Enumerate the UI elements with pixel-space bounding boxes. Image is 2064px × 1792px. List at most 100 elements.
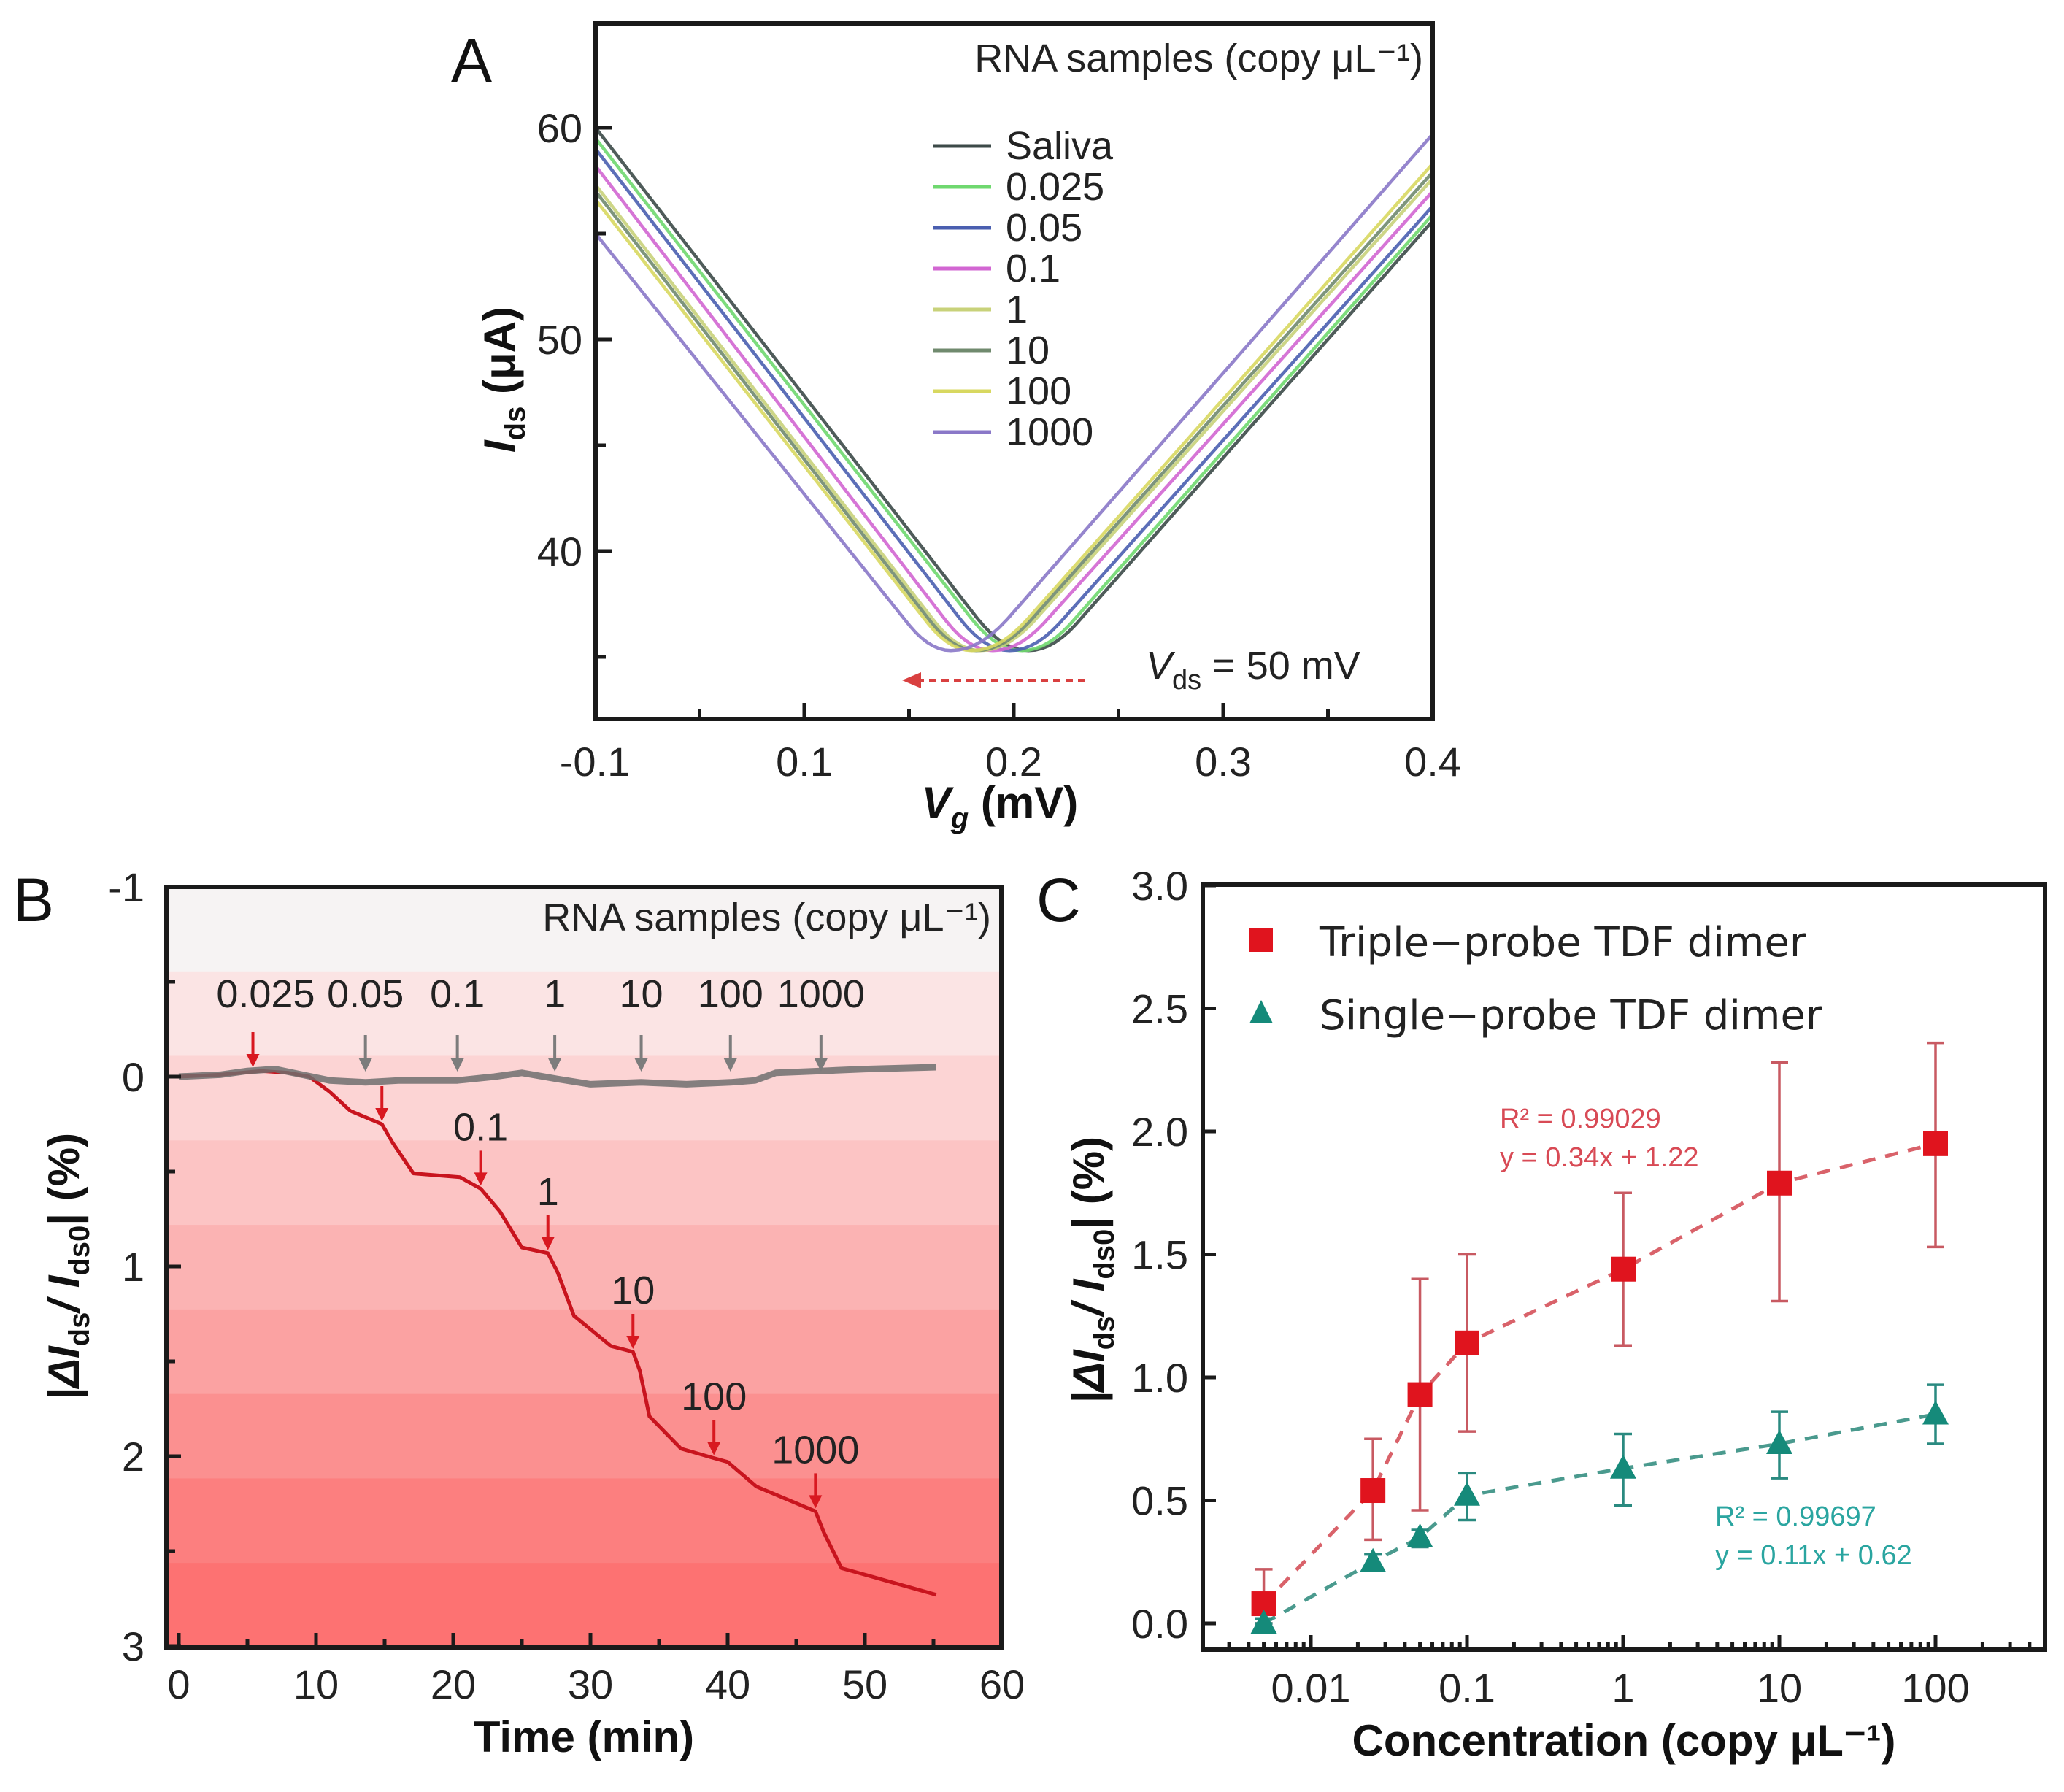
panel-c-ticks: 0.01 0.1 1 10 100 0.0 0.5 1.0 1.5 2.0 2.5 3.0 [1131, 863, 2032, 1711]
panel-b-background [166, 887, 1001, 1648]
legend-label: 1 [1006, 288, 1028, 331]
panel-c-equations: R² = 0.99029 y = 0.34x + 1.22 R² = 0.99697… [1500, 1104, 1912, 1571]
panel-b-arrows: 0.025 0.05 0.1 1 10 100 1000 0.1 1 10 100 1000 [216, 972, 865, 1509]
data-point-triangle [1360, 1547, 1387, 1572]
x-tick-label: 100 [1901, 1665, 1969, 1711]
data-point-square [1360, 1478, 1386, 1504]
ylabel-subscript: ds [499, 407, 531, 441]
legend-label: Single−probe TDF dimer [1320, 992, 1823, 1039]
data-point-triangle [1766, 1429, 1792, 1454]
red-arrow-head [474, 1172, 488, 1186]
data-point-triangle [1610, 1454, 1636, 1479]
data-point-triangle [1922, 1400, 1949, 1425]
panel-a-shift-arrow [902, 672, 1085, 688]
data-point-triangle [1250, 1610, 1277, 1634]
single-equation: y = 0.11x + 0.62 [1715, 1540, 1912, 1571]
curve-0-05 [594, 147, 1434, 653]
curve-0-1 [594, 164, 1434, 653]
fit-line-triple [1262, 1142, 1936, 1605]
ylabel-mid: / I [39, 1274, 88, 1314]
y-tick-label: 0.5 [1131, 1478, 1188, 1524]
red-arrow-head [626, 1336, 640, 1349]
background-band [166, 1393, 1001, 1480]
background-band [166, 887, 1001, 972]
ylabel-unit: | (%) [1064, 1137, 1114, 1229]
concentration-label: 1000 [777, 972, 865, 1016]
xlabel-subscript: g [950, 802, 969, 834]
x-tick-label: 20 [431, 1661, 476, 1707]
background-band [166, 1140, 1001, 1226]
panel-a-curves [594, 126, 1434, 653]
red-arrow-head [707, 1442, 721, 1455]
curve-1000 [594, 133, 1434, 653]
x-tick-label: -0.1 [560, 739, 631, 785]
red-arrow-label: 10 [611, 1269, 655, 1312]
panel-c-xlabel: Concentration (copy μL⁻¹) [1352, 1716, 1895, 1765]
ylabel-sub1: ds [1088, 1316, 1120, 1350]
curve-100 [594, 162, 1434, 653]
y-tick-label: 0.0 [1131, 1601, 1188, 1647]
legend-label: Saliva [1006, 124, 1114, 168]
xlabel-symbol: V [922, 778, 955, 827]
data-point-square [1611, 1256, 1636, 1282]
ylabel-sub2: ds0 [1088, 1229, 1120, 1280]
panel-b-curves [178, 1064, 937, 1597]
red-arrow-head [375, 1108, 389, 1121]
legend-label: 0.05 [1006, 206, 1082, 250]
legend-marker-square [1249, 928, 1273, 952]
vds-value: = 50 mV [1201, 644, 1360, 688]
red-arrow-head [809, 1495, 823, 1509]
background-band [166, 1225, 1001, 1310]
y-tick-label: 2.5 [1131, 986, 1188, 1032]
panel-a-ylabel: Ids (μA) [475, 307, 531, 453]
concentration-label: 0.05 [327, 972, 404, 1016]
panel-c-legend: Triple−probe TDF dimer Single−probe TDF d… [1249, 919, 1823, 1039]
panel-c-ylabel: |ΔIds/ Ids0| (%) [1064, 1137, 1120, 1404]
x-tick-label: 0.1 [1439, 1665, 1495, 1711]
legend-label: 1000 [1006, 410, 1093, 454]
panel-b-frame [164, 885, 1004, 1650]
gray-arrow-head [634, 1058, 648, 1072]
legend-label: 0.1 [1006, 247, 1060, 291]
arrow-head [902, 672, 921, 688]
concentration-label: 10 [620, 972, 663, 1016]
vds-subscript: ds [1172, 665, 1201, 696]
red-arrow-head [246, 1054, 260, 1067]
ylabel-unit: (μA) [475, 307, 524, 407]
background-band [166, 971, 1001, 1057]
red-arrow-label: 1000 [771, 1428, 859, 1472]
triple-r2: R² = 0.99029 [1500, 1104, 1661, 1134]
background-band [166, 1478, 1001, 1564]
y-tick-label: 2.0 [1131, 1109, 1188, 1155]
background-band [166, 1563, 1001, 1648]
x-tick-label: 10 [293, 1661, 339, 1707]
panel-b-legend-title: RNA samples (copy μL⁻¹) [542, 896, 991, 939]
ylabel-symbol: I [475, 439, 524, 453]
y-tick-label: 0 [122, 1054, 145, 1100]
x-tick-label: 40 [705, 1661, 750, 1707]
legend-label: 0.025 [1006, 165, 1104, 209]
panel-a-frame [593, 21, 1435, 721]
y-tick-label: 1.5 [1131, 1232, 1188, 1278]
xlabel-unit: (mV) [969, 778, 1078, 827]
panel-a-letter: A [451, 26, 492, 95]
panel-a: A -0.1 0.1 0.2 0.3 0.4 40 50 60 RNA samples (co… [451, 21, 1461, 834]
x-tick-label: 60 [979, 1661, 1025, 1707]
panel-a-ticks: -0.1 0.1 0.2 0.3 0.4 40 50 60 [537, 105, 1461, 785]
response-curve-red [178, 1069, 937, 1597]
y-tick-label: 3 [122, 1623, 145, 1669]
panel-b-ylabel: |ΔIds/ Ids0| (%) [39, 1133, 96, 1400]
gray-arrow-head [548, 1058, 562, 1072]
x-tick-label: 50 [842, 1661, 887, 1707]
y-tick-label: 2 [122, 1434, 145, 1480]
x-tick-label: 0.3 [1195, 739, 1252, 785]
panel-c-points [1250, 1131, 1949, 1634]
legend-label: 10 [1006, 328, 1050, 372]
ylabel-sub1: ds [63, 1312, 96, 1347]
concentration-label: 0.025 [216, 972, 315, 1016]
x-tick-label: 0.1 [776, 739, 833, 785]
gray-arrow-head [814, 1058, 828, 1072]
gray-arrow-head [723, 1058, 737, 1072]
panel-c-letter: C [1036, 866, 1081, 934]
